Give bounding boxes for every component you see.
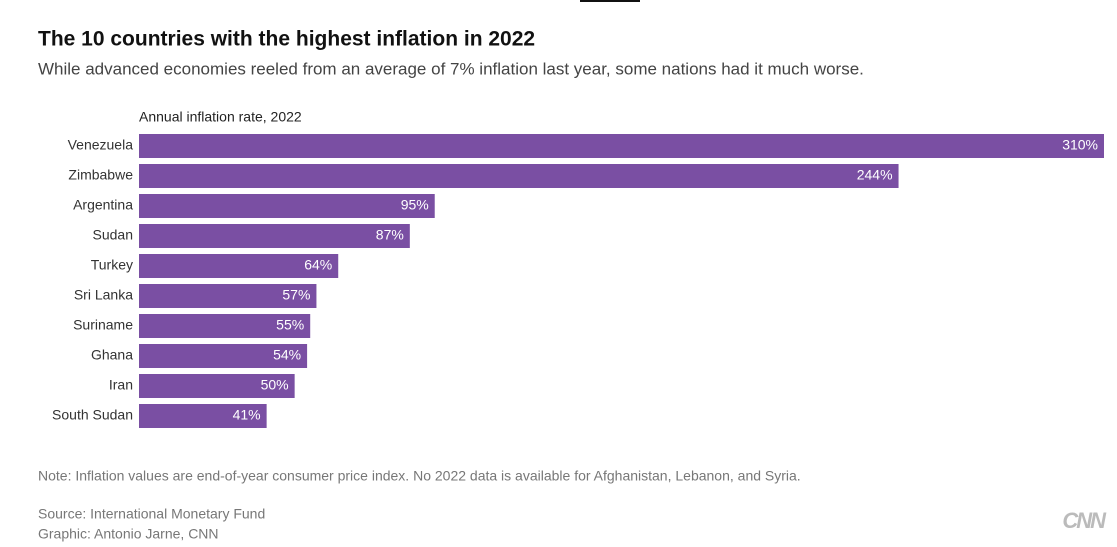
chart-title: The 10 countries with the highest inflat… xyxy=(38,28,535,51)
bar xyxy=(139,404,267,428)
bar xyxy=(139,254,339,278)
top-rule xyxy=(580,0,640,2)
value-label: 95% xyxy=(401,197,429,213)
category-label: Sudan xyxy=(93,227,133,243)
bar xyxy=(139,224,410,248)
value-label: 310% xyxy=(1062,137,1098,153)
axis-label: Annual inflation rate, 2022 xyxy=(139,109,302,125)
value-label: 57% xyxy=(282,287,310,303)
category-label: Suriname xyxy=(73,317,133,333)
bar xyxy=(139,164,899,188)
chart-subtitle: While advanced economies reeled from an … xyxy=(38,59,864,78)
category-label: Turkey xyxy=(91,257,133,273)
bar xyxy=(139,194,435,218)
bar xyxy=(139,374,295,398)
value-label: 244% xyxy=(857,167,893,183)
value-label: 87% xyxy=(376,227,404,243)
logo: CNN xyxy=(1062,508,1107,533)
category-label: Iran xyxy=(109,377,133,393)
bar xyxy=(139,314,311,338)
source: Source: International Monetary Fund xyxy=(38,506,265,522)
bar xyxy=(139,134,1104,158)
value-label: 64% xyxy=(304,257,332,273)
category-label: Ghana xyxy=(91,347,133,363)
category-label: South Sudan xyxy=(52,407,133,423)
category-label: Argentina xyxy=(73,197,133,213)
note: Note: Inflation values are end-of-year c… xyxy=(38,468,801,484)
category-label: Sri Lanka xyxy=(74,287,133,303)
category-label: Venezuela xyxy=(68,137,134,153)
bar xyxy=(139,344,308,368)
bar xyxy=(139,284,317,308)
value-label: 54% xyxy=(273,347,301,363)
category-label: Zimbabwe xyxy=(68,167,133,183)
credit: Graphic: Antonio Jarne, CNN xyxy=(38,526,219,542)
value-label: 50% xyxy=(261,377,289,393)
value-label: 41% xyxy=(233,407,261,423)
value-label: 55% xyxy=(276,317,304,333)
